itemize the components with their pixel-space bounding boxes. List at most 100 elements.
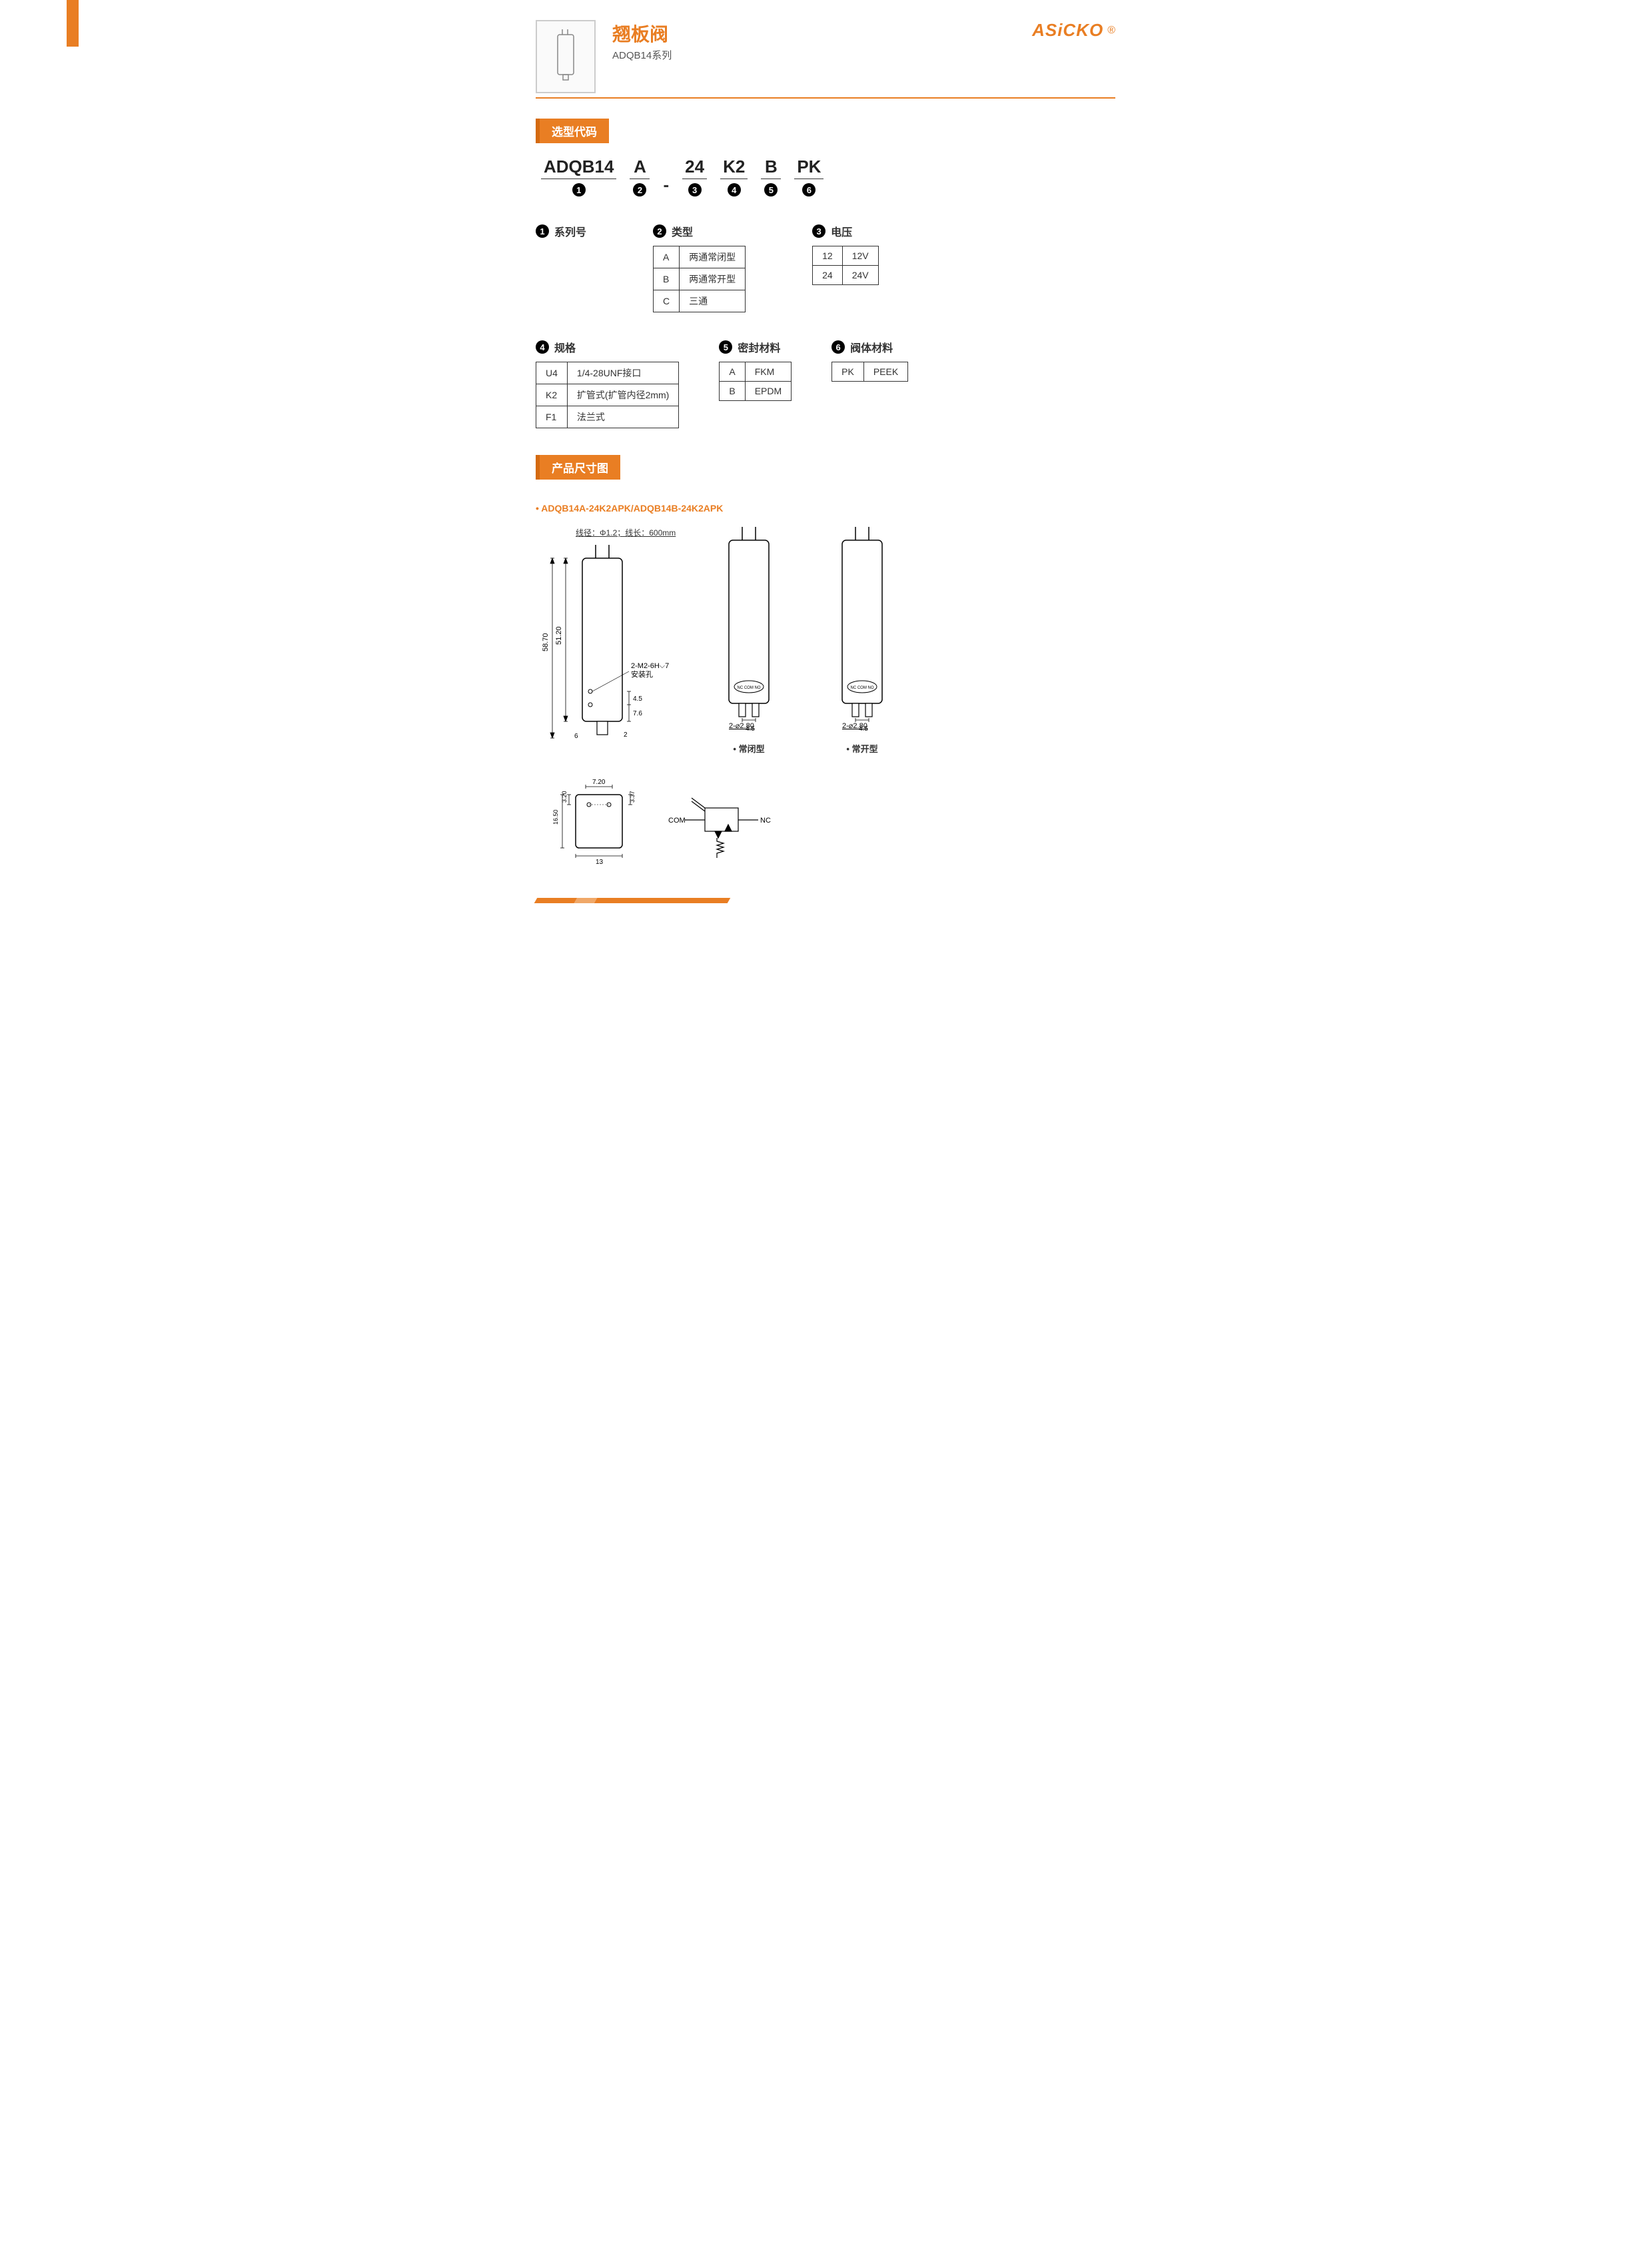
num-circle-icon: 3 bbox=[688, 183, 702, 196]
dim-text: 6 bbox=[574, 733, 578, 740]
code-part-6: PK bbox=[794, 157, 824, 179]
port-labels: NC COM NO bbox=[851, 686, 874, 690]
model-line: • ADQB14A-24K2APK/ADQB14B-24K2APK bbox=[536, 503, 1115, 514]
num-circle-icon: 2 bbox=[633, 183, 646, 196]
port-labels: NC COM NO bbox=[738, 686, 761, 690]
label-no: • 常开型 bbox=[816, 742, 909, 755]
table-cell: 12V bbox=[842, 246, 878, 266]
nc-svg: NC COM NO 2-⌀2.80 4.5 bbox=[702, 520, 796, 733]
dim-text: 51.20 bbox=[555, 626, 563, 645]
table-cell: C bbox=[654, 290, 680, 312]
code-dash: - bbox=[663, 175, 669, 196]
dim-text: 58.70 bbox=[542, 633, 550, 651]
seal-table: AFKM BEPDM bbox=[719, 362, 792, 401]
brand-logo: ASiCKO ® bbox=[1032, 20, 1115, 41]
table-cell: 法兰式 bbox=[567, 406, 678, 428]
table-cell: PEEK bbox=[863, 362, 907, 382]
num-circle-icon: 4 bbox=[728, 183, 741, 196]
table-cell: 三通 bbox=[680, 290, 746, 312]
table-cell: A bbox=[720, 362, 745, 382]
dim-text: 16.50 bbox=[552, 809, 559, 825]
mount-note-1: 2-M2-6H⌵7 bbox=[631, 662, 669, 670]
no-front-drawing: NC COM NO 2-⌀2.80 4.5 • 常开型 bbox=[816, 520, 909, 755]
dim-text: 7.20 bbox=[592, 779, 606, 786]
body-table: PKPEEK bbox=[831, 362, 908, 382]
num-circle-icon: 1 bbox=[572, 183, 586, 196]
dim-text: 4.5 bbox=[746, 725, 755, 733]
param-title-text: 类型 bbox=[672, 223, 693, 239]
dim-text: 3.20 bbox=[561, 791, 568, 803]
no-svg: NC COM NO 2-⌀2.80 4.5 bbox=[816, 520, 909, 733]
table-cell: 24 bbox=[813, 266, 843, 285]
header: 翘板阀 ADQB14系列 ASiCKO ® bbox=[536, 0, 1115, 99]
param-type: 2 类型 A两通常闭型 B两通常开型 C三通 bbox=[653, 223, 746, 312]
table-cell: FKM bbox=[745, 362, 791, 382]
wire-note: 线径：Φ1.2；线长：600mm bbox=[576, 527, 682, 538]
table-cell: B bbox=[654, 268, 680, 290]
top-view-svg: 7.20 13 16.50 3.20 bbox=[536, 775, 656, 875]
side-view-drawing: 线径：Φ1.2；线长：600mm 58.70 51.20 bbox=[536, 527, 682, 755]
table-cell: 两通常开型 bbox=[680, 268, 746, 290]
type-table: A两通常闭型 B两通常开型 C三通 bbox=[653, 246, 746, 312]
mount-note-2: 安装孔 bbox=[631, 669, 653, 679]
param-body: 6 阀体材料 PKPEEK bbox=[831, 339, 908, 428]
nc-front-drawing: NC COM NO 2-⌀2.80 4.5 • 常闭型 bbox=[702, 520, 796, 755]
table-cell: B bbox=[720, 382, 745, 401]
table-cell: 扩管式(扩管内径2mm) bbox=[567, 384, 678, 406]
num-circle-icon: 6 bbox=[831, 340, 845, 354]
param-seal: 5密封材料 AFKM BEPDM bbox=[719, 339, 792, 428]
dim-text: 13 bbox=[596, 859, 604, 866]
dim-text: 4.5 bbox=[859, 725, 868, 733]
section-dimensions: 产品尺寸图 bbox=[536, 455, 620, 480]
table-cell: PK bbox=[832, 362, 864, 382]
param-voltage: 3 电压 1212V 2424V bbox=[812, 223, 879, 312]
table-cell: F1 bbox=[536, 406, 568, 428]
num-circle-icon: 2 bbox=[653, 224, 666, 238]
title-block: 翘板阀 ADQB14系列 bbox=[612, 20, 1032, 62]
logo-registered: ® bbox=[1107, 25, 1115, 37]
params-row-1: 1系列号 2类型 A两通常闭型 B两通常开型 C三通 3电压 1212V 242… bbox=[536, 223, 1115, 312]
num-circle-icon: 6 bbox=[802, 183, 816, 196]
section-selection-code: 选型代码 bbox=[536, 119, 609, 143]
table-cell: EPDM bbox=[745, 382, 791, 401]
param-title-text: 系列号 bbox=[554, 223, 586, 239]
footer-stripes bbox=[536, 898, 1115, 903]
dim-text: 7.6 bbox=[633, 710, 642, 717]
table-cell: 12 bbox=[813, 246, 843, 266]
logo-text: ASiCKO bbox=[1032, 20, 1103, 41]
num-circle-icon: 4 bbox=[536, 340, 549, 354]
schematic-com: COM bbox=[668, 817, 686, 825]
param-series: 1 系列号 bbox=[536, 223, 586, 312]
schematic-svg: COM NC bbox=[658, 781, 778, 875]
table-cell: 24V bbox=[842, 266, 878, 285]
num-circle-icon: 5 bbox=[764, 183, 778, 196]
num-circle-icon: 1 bbox=[536, 224, 549, 238]
schematic-nc: NC bbox=[760, 817, 771, 825]
drawings-area: 线径：Φ1.2；线长：600mm 58.70 51.20 bbox=[536, 520, 1115, 878]
code-part-2: A bbox=[630, 157, 650, 179]
param-title-text: 规格 bbox=[554, 339, 576, 355]
page-subtitle: ADQB14系列 bbox=[612, 48, 1032, 62]
page-title: 翘板阀 bbox=[612, 20, 1032, 47]
code-part-3: 24 bbox=[682, 157, 707, 179]
dim-text: 2 bbox=[624, 731, 628, 739]
params-row-2: 4 规格 U41/4-28UNF接口 K2扩管式(扩管内径2mm) F1法兰式 5… bbox=[536, 339, 1115, 428]
param-spec: 4 规格 U41/4-28UNF接口 K2扩管式(扩管内径2mm) F1法兰式 bbox=[536, 339, 679, 428]
top-and-schematic: 7.20 13 16.50 3.20 bbox=[536, 775, 778, 878]
code-part-1: ADQB14 bbox=[541, 157, 616, 179]
num-circle-icon: 3 bbox=[812, 224, 826, 238]
voltage-table: 1212V 2424V bbox=[812, 246, 879, 285]
side-view-svg: 58.70 51.20 4.5 7.6 6 2 2-M2 bbox=[536, 538, 682, 751]
table-cell: 两通常闭型 bbox=[680, 246, 746, 268]
spec-table: U41/4-28UNF接口 K2扩管式(扩管内径2mm) F1法兰式 bbox=[536, 362, 679, 428]
param-title-text: 密封材料 bbox=[738, 339, 780, 355]
product-thumbnail bbox=[536, 20, 596, 93]
label-nc: • 常闭型 bbox=[702, 742, 796, 755]
code-part-4: K2 bbox=[720, 157, 748, 179]
table-cell: A bbox=[654, 246, 680, 268]
dim-text: 4.5 bbox=[633, 695, 642, 703]
dim-text: 3.37 bbox=[629, 791, 636, 803]
param-title-text: 阀体材料 bbox=[850, 339, 893, 355]
param-title-text: 电压 bbox=[831, 223, 852, 239]
table-cell: U4 bbox=[536, 362, 568, 384]
